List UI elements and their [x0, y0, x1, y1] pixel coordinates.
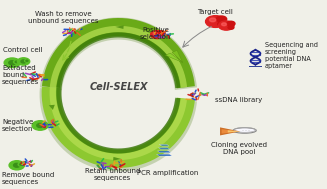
Circle shape: [227, 21, 235, 26]
Text: Extracted
bound
sequences: Extracted bound sequences: [2, 65, 39, 85]
Circle shape: [17, 58, 30, 65]
Text: Cloning evolved
DNA pool: Cloning evolved DNA pool: [212, 142, 267, 155]
Circle shape: [4, 58, 20, 67]
Circle shape: [153, 32, 158, 35]
Circle shape: [210, 18, 216, 22]
Circle shape: [18, 163, 24, 166]
Text: Remove bound
sequences: Remove bound sequences: [2, 172, 54, 185]
Circle shape: [206, 16, 225, 27]
Polygon shape: [158, 151, 171, 153]
Circle shape: [150, 31, 164, 39]
Polygon shape: [157, 154, 172, 156]
Circle shape: [26, 60, 28, 61]
Circle shape: [159, 35, 164, 38]
Text: Sequencing and
screening
potential DNA
aptamer: Sequencing and screening potential DNA a…: [265, 42, 318, 69]
Polygon shape: [115, 25, 124, 29]
Circle shape: [158, 31, 165, 35]
Circle shape: [37, 123, 43, 127]
Text: Target cell: Target cell: [198, 9, 233, 15]
Circle shape: [43, 124, 46, 125]
Circle shape: [25, 59, 29, 62]
Polygon shape: [220, 127, 240, 136]
Circle shape: [13, 60, 20, 64]
Polygon shape: [228, 130, 240, 132]
Polygon shape: [222, 129, 240, 134]
Polygon shape: [113, 157, 122, 160]
Circle shape: [218, 21, 234, 30]
Circle shape: [13, 163, 20, 167]
Circle shape: [42, 123, 47, 126]
Text: PCR amplification: PCR amplification: [137, 170, 198, 176]
Polygon shape: [158, 148, 170, 149]
Polygon shape: [49, 105, 55, 110]
Text: Positive
selection: Positive selection: [140, 27, 171, 40]
Circle shape: [32, 121, 48, 130]
Circle shape: [9, 161, 25, 170]
Circle shape: [20, 164, 22, 165]
Polygon shape: [159, 144, 169, 146]
Text: Wash to remove
unbound sequences: Wash to remove unbound sequences: [28, 12, 98, 24]
Circle shape: [15, 61, 18, 63]
Text: Retain unbound
sequences: Retain unbound sequences: [85, 168, 140, 181]
Text: Cell-SELEX: Cell-SELEX: [89, 82, 148, 92]
Bar: [249, 66, 262, 67]
Text: ssDNA library: ssDNA library: [215, 97, 262, 103]
Circle shape: [228, 26, 234, 29]
Text: Negative
selection: Negative selection: [2, 119, 33, 132]
Circle shape: [218, 22, 225, 26]
Circle shape: [21, 60, 26, 63]
Ellipse shape: [233, 128, 256, 133]
Circle shape: [9, 61, 15, 65]
Polygon shape: [165, 53, 183, 63]
Circle shape: [216, 16, 227, 22]
Polygon shape: [172, 50, 183, 63]
Circle shape: [222, 23, 227, 26]
Text: Control cell: Control cell: [3, 47, 43, 53]
